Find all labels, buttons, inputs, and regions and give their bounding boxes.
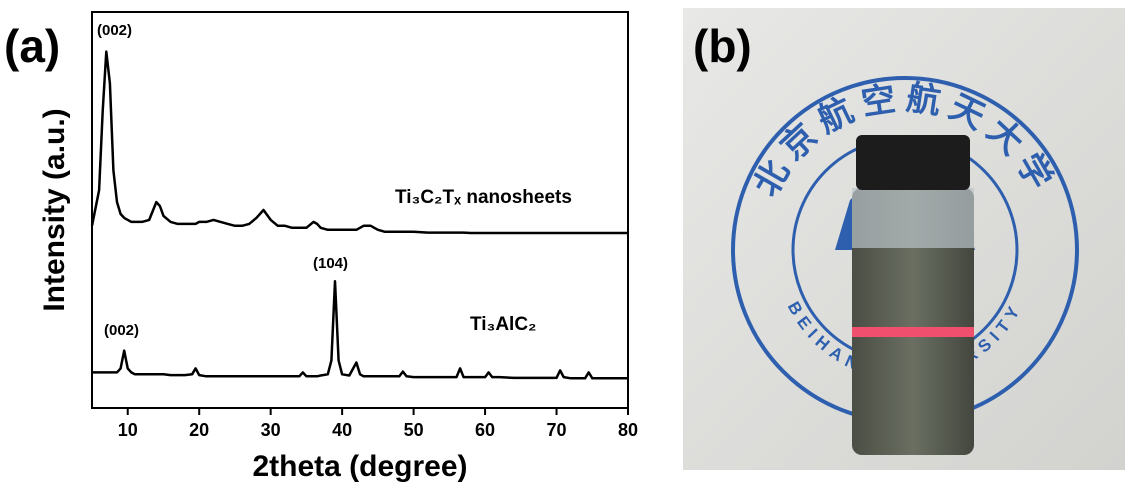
y-axis-label: Intensity (a.u.) xyxy=(38,108,71,311)
vial-neck xyxy=(852,188,974,248)
vial-cap xyxy=(856,135,970,190)
x-tick-label: 60 xyxy=(475,420,495,440)
x-tick-label: 10 xyxy=(118,420,138,440)
photo: 北京航空航天大学 BEIHANG UNIVERSITY (b) xyxy=(683,8,1125,470)
peak-label: (002) xyxy=(104,322,139,339)
series-label: Ti₃C₂Tₓ nanosheets xyxy=(395,187,572,208)
vial-mark xyxy=(852,327,974,337)
x-tick-label: 30 xyxy=(261,420,281,440)
peak-label: (104) xyxy=(313,255,348,272)
x-axis-label: 2theta (degree) xyxy=(252,450,467,483)
x-tick-label: 70 xyxy=(547,420,567,440)
x-tick-label: 40 xyxy=(332,420,352,440)
panel-label: (b) xyxy=(693,20,752,72)
series-line xyxy=(92,280,628,380)
x-tick-label: 50 xyxy=(404,420,424,440)
peak-label: (002) xyxy=(97,22,132,39)
vial-body xyxy=(852,188,974,455)
x-tick-label: 80 xyxy=(618,420,638,440)
panel-label: (a) xyxy=(4,20,60,72)
series-label: Ti₃AlC₂ xyxy=(470,314,537,335)
series-line xyxy=(90,50,628,235)
x-tick-label: 20 xyxy=(189,420,209,440)
plot-frame xyxy=(91,11,629,409)
